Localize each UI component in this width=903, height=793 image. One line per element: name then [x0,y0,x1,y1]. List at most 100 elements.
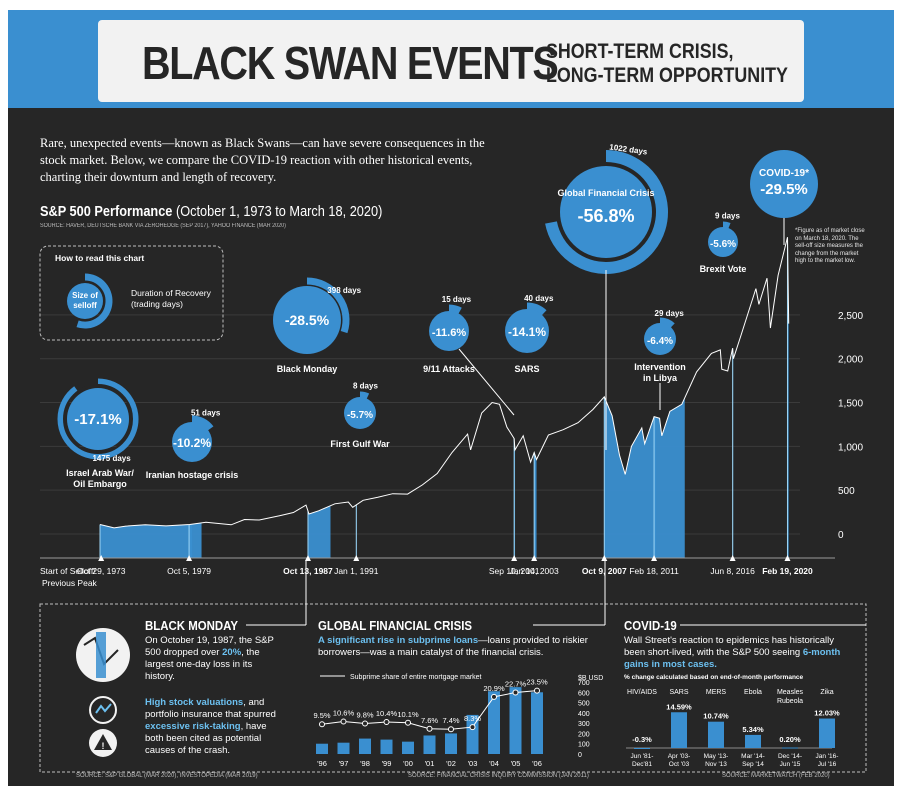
subprime-x-label: '06 [532,759,542,768]
subtitle-line-2: LONG-TERM OPPORTUNITY [546,64,788,87]
subprime-bar [488,691,500,754]
selloff-label: -56.8% [577,206,634,226]
magnifier-trend [95,703,112,714]
legend-duration-label: Duration of Recovery [131,288,212,298]
subprime-x-label: '04 [489,759,499,768]
event-name-label: 9/11 Attacks [423,364,475,374]
event-name-label: Israel Arab War/ [66,468,134,478]
duration-ring [306,277,350,334]
x-tick-marker [531,555,538,561]
subprime-x-label: '03 [468,759,478,768]
subprime-point-label: 10.1% [397,710,419,719]
duration-ring [448,304,462,315]
duration-ring [659,317,675,329]
covid-source: SOURCE: MARKETWATCH (FEB 2020) [722,773,830,779]
legend-title: How to read this chart [55,253,144,263]
selloff-label: -29.5% [760,181,808,198]
x-tick-label: Oct 5, 1979 [167,566,211,576]
event-area [534,452,537,558]
x-tick-label: Oct 9, 2007 [582,566,627,576]
epidemic-category-label: MERS [706,689,727,696]
duration-ring [57,378,139,460]
subprime-bar [359,738,371,754]
subprime-x-label: '05 [511,759,521,768]
y2-tick-label: 0 [578,752,582,759]
epidemic-category-label: Ebola [744,689,762,696]
subprime-x-label: '99 [382,759,392,768]
event-name-label: Intervention [634,362,686,372]
x-tick-label: Jan 1, 1991 [334,566,379,576]
sp500-line-group [99,237,790,529]
subprime-bar [423,735,436,754]
x-tick-marker [601,555,608,561]
subprime-point [426,725,433,732]
y-tick-label: 500 [838,486,855,497]
event-name-label: First Gulf War [330,439,390,449]
black-monday-source: SOURCE: S&P GLOBAL (MAR 2020), INVESTOPE… [76,773,258,779]
legend-size-label: Size of [72,291,98,300]
y-tick-label: 2,500 [838,311,863,322]
subprime-point [491,693,497,700]
event-area [100,522,202,558]
black-monday-text-1: On October 19, 1987, the S&P 500 dropped… [145,635,274,682]
legend-title-bg [50,251,142,264]
subprime-bar [466,714,479,754]
event-area [307,505,331,558]
subprime-bar [402,741,414,754]
selloff-bubble [429,311,469,351]
duration-label: 1475 days [92,454,131,463]
x-tick-label: Feb 18, 2011 [629,566,679,576]
subprime-point [448,726,454,733]
x-tick-label: Start of Selloff/ [40,566,96,576]
y2-tick-label: 500 [578,701,590,708]
epidemic-period-label: Oct '03 [669,761,690,768]
subprime-point-label: 9.8% [356,710,373,719]
selloff-label: -5.6% [710,239,736,250]
subprime-legend-text: Subprime share of entire mortgage market [350,674,482,681]
epidemic-category-label: Measles [777,689,804,696]
event-area [604,396,685,558]
subprime-bar [380,739,393,754]
subprime-point-label: 9.5% [313,711,330,720]
epidemic-bar [634,748,650,749]
y2-axis-title: $B USD [578,675,603,682]
y-tick-label: 2,000 [838,355,863,366]
subprime-point-label: 20.9% [483,684,505,693]
event-name-label: Brexit Vote [700,264,747,274]
duration-label: 29 days [655,309,685,318]
duration-label: 9 days [715,211,740,220]
epidemic-period-label: Dec '14- [778,753,802,760]
selloff-label: -17.1% [74,411,122,428]
selloff-bubble [750,150,818,218]
epidemic-bar [745,734,761,748]
event-area [189,524,193,558]
sp500-chart-range: (October 1, 1973 to March 18, 2020) [175,204,383,220]
x-tick-label: Jan 14, 2003 [510,566,559,576]
x-tick-marker [511,555,518,561]
covid-title: COVID-19 [624,618,677,633]
epidemic-value-label: 0.20% [779,735,801,744]
duration-ring [545,150,668,274]
connector-line [458,348,515,416]
duration-label: 40 days [524,294,554,303]
subprime-point-label: 7.4% [442,716,459,725]
y2-tick-label: 200 [578,731,590,738]
y-tick-label: 1,000 [838,442,863,453]
epidemic-value-label: -0.3% [632,735,652,744]
y2-tick-label: 100 [578,742,590,749]
epidemic-period-label: Jun '81- [631,753,654,760]
selloff-label: -14.1% [508,325,546,339]
subprime-bar [316,743,328,754]
epidemic-bar [671,712,687,748]
warning-triangle [94,734,112,750]
sp500-chart-title: S&P 500 Performance (October 1, 1973 to … [40,204,383,220]
subprime-point [469,724,476,731]
bottom-section-graphics: ! Subprime share of entire mortgage marke… [39,560,867,773]
gfc-text: A significant rise in subprime loans—loa… [318,635,588,658]
selloff-label: -28.5% [285,312,330,328]
selloff-label: -10.2% [173,436,211,450]
selloff-bubble [560,166,652,258]
x-tick-label: Previous Peak [42,578,98,588]
duration-ring [526,302,547,316]
x-axis-group: Start of Selloff/Previous Peak Oct 29, 19… [40,555,835,588]
